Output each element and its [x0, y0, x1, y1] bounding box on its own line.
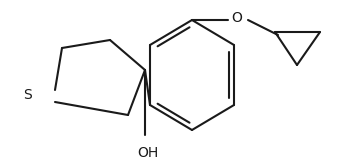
Text: S: S	[24, 88, 32, 102]
Text: O: O	[232, 11, 242, 25]
Text: OH: OH	[137, 146, 159, 160]
